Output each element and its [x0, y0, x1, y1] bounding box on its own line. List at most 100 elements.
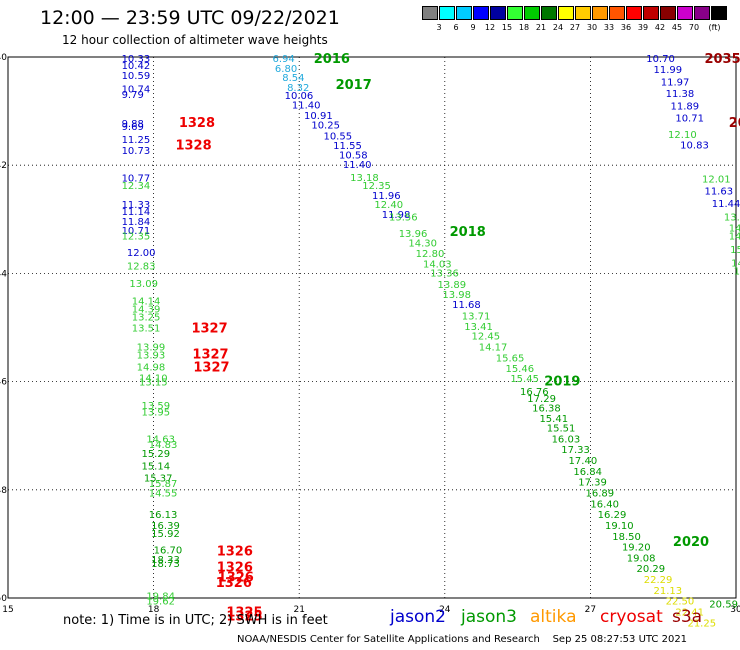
- swh-value-altika: 15.41: [539, 414, 568, 425]
- time-label: 2018: [450, 225, 486, 240]
- time-label: 2020: [673, 535, 709, 550]
- swh-value-jason3: 10.83: [680, 141, 709, 152]
- swh-value-jason3: 10.33: [122, 54, 151, 65]
- swh-value-altika: 15.29: [141, 449, 170, 460]
- swh-value-altika: 16.40: [590, 499, 619, 510]
- swh-value-cryosat: 12.45: [471, 332, 500, 343]
- swh-value-cryosat: 13.41: [464, 322, 493, 333]
- page-title: 12:00 — 23:59 UTC 09/22/2021: [40, 7, 340, 29]
- colorbar-label: 21: [535, 23, 547, 32]
- swh-value-jason3: 9.88: [122, 119, 144, 130]
- swh-value-jason3: 11.63: [704, 187, 733, 198]
- time-label: 1328: [179, 116, 215, 131]
- swh-value-cryosat: 12.34: [122, 181, 151, 192]
- page-subtitle: 12 hour collection of altimeter wave hei…: [62, 33, 328, 47]
- colorbar-swatch: [660, 6, 676, 20]
- swh-value-cryosat: 14.03: [423, 260, 452, 271]
- swh-value-jason3: 11.55: [333, 141, 362, 152]
- swh-value-cryosat: 13.98: [442, 290, 471, 301]
- swh-value-cryosat: 14.30: [408, 239, 437, 250]
- swh-value-altika: 19.08: [627, 553, 656, 564]
- colorbar-label: 70: [688, 23, 700, 32]
- colorbar-label: 18: [518, 23, 530, 32]
- swh-value-jason3: 12.00: [127, 248, 156, 259]
- x-tick-label: 24: [439, 605, 451, 615]
- y-tick-label: -46: [0, 378, 7, 388]
- swh-value-jason3: 11.99: [653, 65, 682, 76]
- x-tick-label: 27: [585, 605, 596, 615]
- swh-value-cryosat: 13.89: [438, 280, 467, 291]
- swh-value-cryosat: 13.09: [129, 279, 158, 290]
- swh-value-cryosat: 14.39: [132, 305, 161, 316]
- swh-value-jason2: 22.41: [675, 608, 704, 619]
- swh-value-jason3: 10.70: [646, 54, 675, 65]
- satellite-legend-altika: altika: [530, 607, 577, 627]
- swh-value-cryosat: 13.18: [350, 173, 379, 184]
- swh-value-jason3: 11.38: [666, 89, 695, 100]
- swh-value-cryosat: 13.36: [430, 268, 459, 279]
- colorbar-swatch: [507, 6, 523, 20]
- swh-value-altika: 16.03: [552, 434, 581, 445]
- colorbar-swatch: [558, 6, 574, 20]
- time-label: 2019: [544, 375, 580, 390]
- swh-value-altika: 20.29: [637, 564, 666, 575]
- swh-value-jason3: 11.33: [122, 200, 151, 211]
- credit-line: NOAA/NESDIS Center for Satellite Applica…: [237, 634, 688, 645]
- swh-value-altika: 15.92: [151, 529, 180, 540]
- swh-value-altika: 18.73: [151, 559, 180, 570]
- colorbar-label: 42: [654, 23, 666, 32]
- swh-value-jason3: 10.06: [285, 91, 314, 102]
- colorbar-label: 30: [586, 23, 598, 32]
- swh-value-jason3: 9.79: [122, 90, 144, 101]
- swh-value-cryosat: 19.84: [146, 591, 175, 602]
- swh-value-s3a: 8.54: [282, 73, 304, 84]
- swh-value-altika: 20.59: [709, 599, 738, 610]
- swh-value-jason2: 22.50: [666, 597, 695, 608]
- swh-value-cryosat: 12.40: [374, 200, 403, 211]
- colorbar-swatch: [524, 6, 540, 20]
- swh-value-cryosat: 15.87: [149, 479, 178, 490]
- swh-value-altika: 15.51: [547, 424, 576, 435]
- time-label: 1326: [216, 576, 252, 591]
- swh-value-altika: 16.29: [598, 510, 627, 521]
- swh-value-jason3: 10.71: [122, 226, 151, 237]
- colorbar-label: 12: [484, 23, 496, 32]
- swh-value-altika: 17.39: [578, 478, 607, 489]
- time-label: 1327: [192, 347, 228, 362]
- swh-value-jason2: 21.13: [653, 586, 682, 597]
- swh-value-cryosat: 12.01: [702, 175, 731, 186]
- satellite-legend-jason2: jason2: [390, 607, 446, 627]
- time-label: 2016: [314, 52, 350, 67]
- swh-value-cryosat: 14.2: [731, 259, 740, 270]
- colorbar-swatch: [490, 6, 506, 20]
- swh-value-jason3: 10.25: [311, 121, 340, 132]
- swh-value-cryosat: 13.71: [462, 312, 491, 323]
- colorbar-unit: (ft): [708, 23, 721, 32]
- swh-value-cryosat: 13.33: [724, 213, 740, 224]
- time-label: 2017: [336, 78, 372, 93]
- colorbar-label: 3: [436, 23, 442, 32]
- swh-value-altika: 17.29: [527, 394, 556, 405]
- swh-value-jason3: 10.55: [323, 131, 352, 142]
- colorbar-label: 36: [620, 23, 632, 32]
- colorbar-swatch: [473, 6, 489, 20]
- colorbar-label: 15: [501, 23, 513, 32]
- swh-value-jason3: 10.42: [122, 61, 151, 72]
- y-tick-label: -44: [0, 269, 7, 279]
- time-label: 1325: [226, 606, 262, 621]
- swh-value-altika: 19.10: [605, 521, 634, 532]
- swh-value-cryosat: 12.10: [668, 130, 697, 141]
- swh-value-altika: 15.14: [141, 461, 170, 472]
- swh-value-altika: 16.38: [532, 404, 561, 415]
- satellite-legend-cryosat: cryosat: [600, 607, 663, 627]
- colorbar-label: 39: [637, 23, 649, 32]
- swh-value-cryosat: 14: [734, 267, 740, 278]
- swh-value-altika: 19.20: [622, 543, 651, 554]
- swh-value-altika: 16.70: [154, 545, 183, 556]
- colorbar-swatch: [677, 6, 693, 20]
- swh-value-jason3: 11.96: [372, 191, 401, 202]
- swh-value-cryosat: 14.17: [479, 342, 508, 353]
- y-tick-label: -42: [0, 161, 7, 171]
- swh-value-jason3: 11.25: [122, 135, 151, 146]
